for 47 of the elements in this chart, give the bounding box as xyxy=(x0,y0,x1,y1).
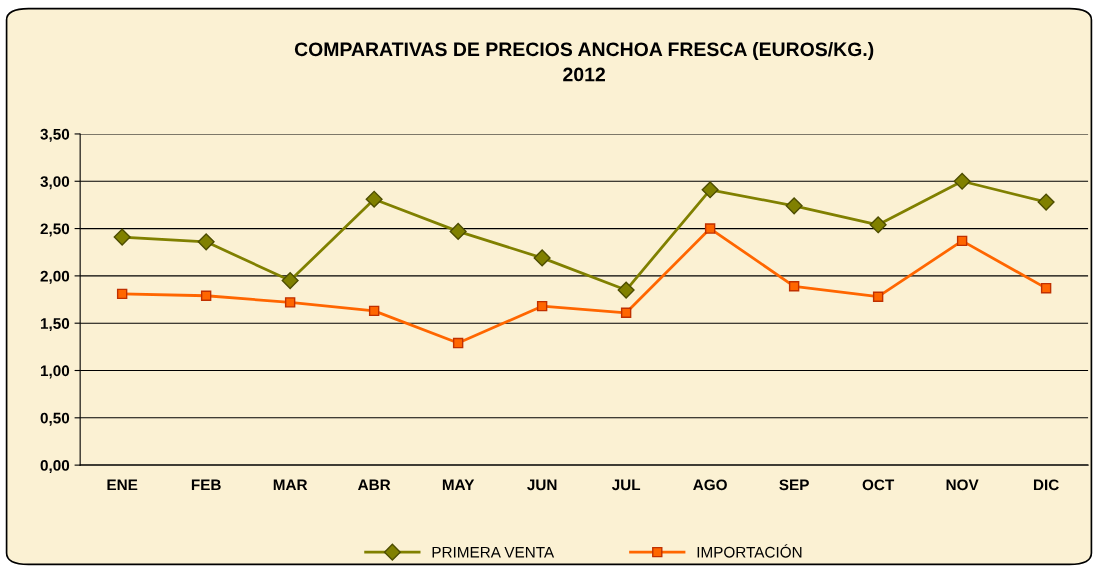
point xyxy=(872,291,884,302)
point xyxy=(788,281,800,292)
x-tick-label: OCT xyxy=(862,479,895,491)
y-tick-label: 3,50 xyxy=(40,128,70,142)
point xyxy=(953,172,971,190)
y-tick-label: 0,00 xyxy=(40,459,70,474)
y-tick-label: 0,50 xyxy=(40,412,70,426)
x-tick-label: ABR xyxy=(357,479,391,491)
point xyxy=(284,297,296,308)
point xyxy=(116,288,128,300)
y-tick-label: 1,50 xyxy=(40,318,70,332)
point xyxy=(869,216,887,234)
y-tick-label: 2,50 xyxy=(40,223,70,237)
point xyxy=(1040,282,1052,294)
y-tick-label: 1,00 xyxy=(40,365,70,379)
legend-label: PRIMERA VENTA xyxy=(432,546,555,558)
legend-label: IMPORTACIÓN xyxy=(697,544,802,558)
y-tick-label: 2,00 xyxy=(40,270,70,284)
point xyxy=(368,305,380,317)
x-tick-label: DIC xyxy=(1033,479,1059,491)
point xyxy=(1037,193,1055,211)
point xyxy=(113,228,131,246)
x-tick-label: MAY xyxy=(442,479,475,491)
x-tick-label: JUN xyxy=(527,479,557,491)
point xyxy=(617,281,635,299)
point xyxy=(533,249,551,267)
point xyxy=(701,181,719,199)
x-tick-label: AGO xyxy=(693,479,727,491)
point xyxy=(365,190,383,208)
x-tick-label: FEB xyxy=(191,479,221,491)
x-tick-label: NOV xyxy=(946,479,979,491)
point xyxy=(785,197,803,215)
chart-title: COMPARATIVAS DE PRECIOS ANCHOA FRESCA (EUROS/KG.) 2012 xyxy=(294,41,874,82)
point xyxy=(197,233,215,251)
x-tick-label: ENE xyxy=(107,479,138,491)
point xyxy=(620,307,632,318)
y-tick-label: 3,00 xyxy=(40,176,70,190)
x-tick-label: SEP xyxy=(779,479,809,491)
point xyxy=(452,337,464,349)
point xyxy=(281,272,299,290)
point xyxy=(704,223,716,234)
point xyxy=(449,222,467,240)
x-tick-label: MAR xyxy=(273,479,308,491)
x-tick-label: JUL xyxy=(611,479,641,491)
point xyxy=(956,235,968,247)
point xyxy=(536,300,548,312)
point xyxy=(200,290,212,301)
